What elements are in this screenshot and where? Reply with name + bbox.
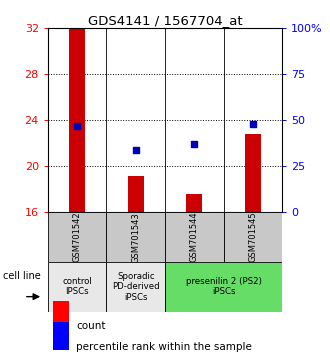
Text: count: count	[76, 321, 106, 331]
Bar	[127, 176, 144, 212]
Bar	[245, 134, 261, 212]
Text: percentile rank within the sample: percentile rank within the sample	[76, 342, 252, 352]
Bar	[52, 322, 69, 350]
Bar	[69, 28, 85, 212]
Point	[250, 121, 255, 127]
Text: presenilin 2 (PS2)
iPSCs: presenilin 2 (PS2) iPSCs	[186, 277, 261, 296]
Text: cell line: cell line	[3, 271, 40, 281]
Text: GSM701542: GSM701542	[73, 212, 82, 263]
Bar	[186, 194, 203, 212]
Bar	[48, 262, 106, 312]
Point	[133, 147, 138, 153]
Title: GDS4141 / 1567704_at: GDS4141 / 1567704_at	[88, 14, 242, 27]
Bar	[224, 212, 282, 262]
Bar	[48, 212, 106, 262]
Text: Sporadic
PD-derived
iPSCs: Sporadic PD-derived iPSCs	[112, 272, 159, 302]
Text: GSM701545: GSM701545	[248, 212, 257, 263]
Bar	[106, 262, 165, 312]
Bar	[165, 212, 224, 262]
Text: GSM701543: GSM701543	[131, 212, 140, 263]
Point	[192, 142, 197, 147]
Text: control
IPSCs: control IPSCs	[62, 277, 92, 296]
Bar	[52, 301, 69, 329]
Text: GSM701544: GSM701544	[190, 212, 199, 263]
Bar	[106, 212, 165, 262]
Bar	[165, 262, 282, 312]
Point	[75, 123, 80, 129]
